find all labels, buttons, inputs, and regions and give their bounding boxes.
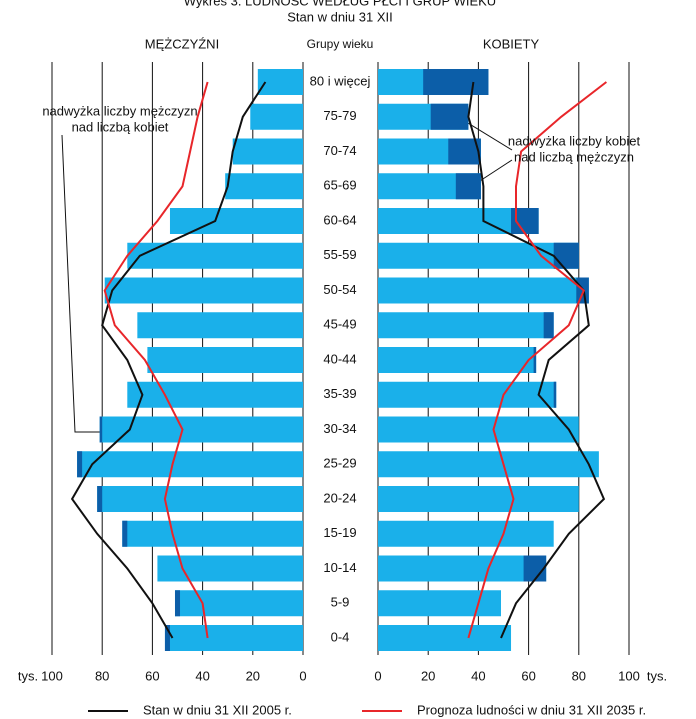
surplus-men [99,416,103,443]
category-axis-label: Grupy wieku [307,37,374,51]
surplus-women [553,381,557,408]
bar-women [378,486,579,512]
category-label: 65-69 [323,178,356,193]
bar-men [147,347,303,373]
surplus-women [543,312,554,339]
bar-men [122,520,303,547]
bar-women [378,381,557,408]
category-label: 40-44 [323,351,356,366]
category-label: 60-64 [323,212,356,227]
surplus-women [553,242,579,269]
leader-line [61,134,100,433]
line-women [467,81,606,639]
bar-women [378,625,512,651]
bar-women [378,242,579,269]
legend-label: Stan w dniu 31 XII 2005 r. [143,702,292,717]
line-men [70,81,267,639]
line-men [103,81,209,639]
bar-women [378,555,547,582]
x-tick-label: 40 [471,668,485,683]
bar-women [378,277,589,304]
category-label: 55-59 [323,247,356,262]
bar-men [250,103,303,130]
category-label: 45-49 [323,317,356,332]
men-label: MĘŻCZYŹNI [145,36,219,51]
category-label: 25-29 [323,456,356,471]
x-tick-label: 100 [41,668,63,683]
surplus-men [97,486,103,512]
bar-men [225,173,303,200]
x-tick-label: 60 [145,668,159,683]
line-women [467,81,608,639]
bar-men [104,277,304,304]
category-label: 15-19 [323,525,356,540]
category-label: 5-9 [331,595,350,610]
category-label: 35-39 [323,386,356,401]
bar-women [378,416,579,443]
surplus-women [523,555,547,582]
surplus-women [423,69,489,95]
chart-title: Wykres 3. LUDNOŚĆ WEDŁUG PŁCI I GRUP WIE… [184,0,496,8]
annotation: nadwyżka liczby mężczyzn [42,103,197,118]
x-tick-label: 80 [95,668,109,683]
annotation: nad liczbą mężczyzn [514,149,634,164]
bar-men [174,590,303,617]
x-tick-label: 100 [618,668,640,683]
category-label: 50-54 [323,282,356,297]
x-tick-label: 0 [374,668,381,683]
bar-men [127,381,303,408]
surplus-women [430,103,469,130]
bar-women [378,347,537,373]
legend-label: Prognoza ludności w dniu 31 XII 2035 r. [417,702,646,717]
annotation: nadwyżka liczby kobiet [508,133,641,148]
x-tick-label: 60 [521,668,535,683]
bar-men [232,138,303,165]
chart-subtitle: Stan w dniu 31 XII [287,9,393,24]
bar-women [378,451,599,478]
surplus-women [455,173,481,200]
bar-men [77,451,303,478]
bar-men [164,625,303,651]
category-label-bg [307,72,373,90]
surplus-men [77,451,83,478]
bar-men [169,208,303,234]
category-label: 70-74 [323,143,356,158]
bar-women [378,590,501,617]
bar-women [378,520,554,547]
bar-men [127,242,303,269]
category-label: 75-79 [323,108,356,123]
unit-label: tys. [18,668,38,683]
x-tick-label: 20 [246,668,260,683]
unit-label: tys. [647,668,667,683]
bar-men [137,312,303,339]
surplus-men [164,625,170,651]
surplus-men [174,590,181,617]
women-label: KOBIETY [483,36,540,51]
x-tick-label: 0 [299,668,306,683]
category-label: 80 i więcej [310,73,371,88]
bar-women [378,312,554,339]
annotation: nad liczbą kobiet [72,119,169,134]
category-label: 10-14 [323,560,356,575]
category-label: 20-24 [323,490,356,505]
x-tick-label: 20 [421,668,435,683]
surplus-women [533,347,537,373]
bar-men [97,486,304,512]
category-label: 0-4 [331,629,350,644]
x-tick-label: 40 [195,668,209,683]
x-tick-label: 80 [572,668,586,683]
surplus-men [122,520,128,547]
category-label: 30-34 [323,421,356,436]
